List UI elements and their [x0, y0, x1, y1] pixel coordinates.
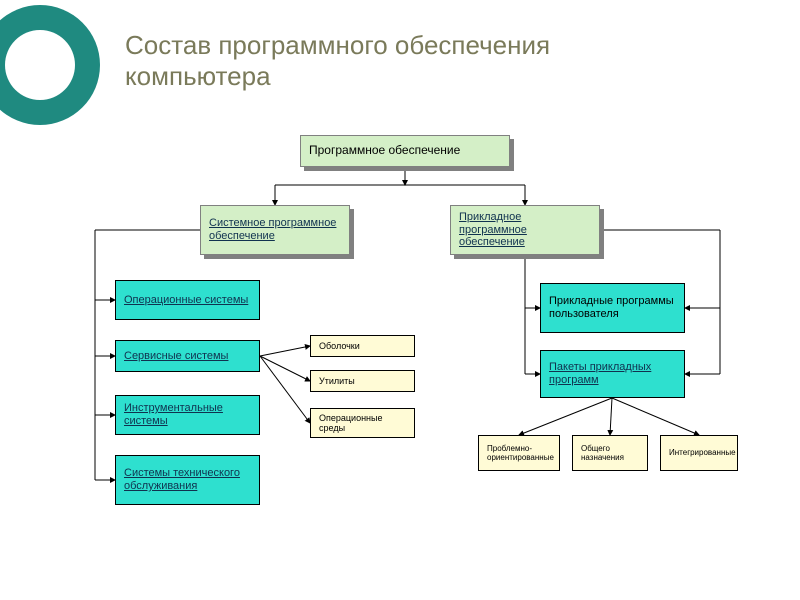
node-openv: Операционные среды [310, 408, 415, 438]
node-gen: Общего назначения [572, 435, 648, 471]
node-tech[interactable]: Системы технического обслуживания [115, 455, 260, 505]
node-sys[interactable]: Системное программное обеспечение [200, 205, 350, 255]
node-util: Утилиты [310, 370, 415, 392]
node-os[interactable]: Операционные системы [115, 280, 260, 320]
node-label-integ: Интегрированные [669, 448, 736, 457]
node-prob: Проблемно-ориентированные [478, 435, 560, 471]
node-label-prob: Проблемно-ориентированные [487, 444, 554, 462]
node-instr[interactable]: Инструментальные системы [115, 395, 260, 435]
title-line1: Состав программного обеспечения [125, 30, 550, 61]
node-label-openv: Операционные среды [319, 413, 406, 434]
node-shell: Оболочки [310, 335, 415, 357]
node-app[interactable]: Прикладное программное обеспечение [450, 205, 600, 255]
node-userapp: Прикладные программы пользователя [540, 283, 685, 333]
node-label-os: Операционные системы [124, 294, 248, 307]
node-integ: Интегрированные [660, 435, 738, 471]
node-label-util: Утилиты [319, 376, 355, 386]
node-label-serv: Сервисные системы [124, 350, 228, 363]
node-label-sys: Системное программное обеспечение [209, 217, 341, 242]
node-serv[interactable]: Сервисные системы [115, 340, 260, 372]
node-label-instr: Инструментальные системы [124, 402, 251, 427]
node-pkg[interactable]: Пакеты прикладных программ [540, 350, 685, 398]
node-label-gen: Общего назначения [581, 444, 639, 462]
node-label-shell: Оболочки [319, 341, 360, 351]
node-label-userapp: Прикладные программы пользователя [549, 295, 676, 320]
page-title: Состав программного обеспечения компьюте… [125, 30, 550, 92]
title-line2: компьютера [125, 61, 550, 92]
ring-inner [5, 30, 75, 100]
node-label-root: Программное обеспечение [309, 144, 460, 158]
node-root: Программное обеспечение [300, 135, 510, 167]
node-label-pkg: Пакеты прикладных программ [549, 361, 676, 386]
node-label-tech: Системы технического обслуживания [124, 467, 251, 492]
node-label-app: Прикладное программное обеспечение [459, 211, 591, 249]
